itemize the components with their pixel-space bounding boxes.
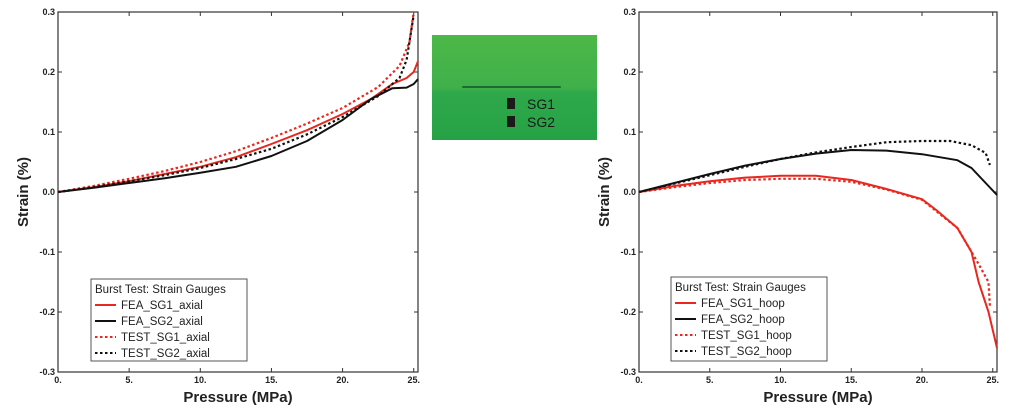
x-tick-label: 15. xyxy=(265,375,278,385)
legend-entry: FEA_SG1_axial xyxy=(121,300,203,312)
series-line-fea-sg1-axial xyxy=(57,60,419,193)
y-tick-label: 0.1 xyxy=(42,127,55,137)
series-line-test-sg1-hoop xyxy=(638,177,991,307)
series-line-test-sg1-axial xyxy=(57,11,415,194)
y-tick-label: -0.3 xyxy=(39,367,55,377)
y-tick-label: -0.1 xyxy=(620,247,636,257)
y-tick-label: 0.0 xyxy=(623,187,636,197)
x-axis-label: Pressure (MPa) xyxy=(183,389,292,406)
legend-box xyxy=(90,278,248,362)
y-tick-label: 0.3 xyxy=(42,7,55,17)
hoop-strain-chart: 0. 5. 10. 15. 20. 25. 0.3 0.2 0.1 0.0 -0.1 -0.2 -0.3… xyxy=(596,7,999,406)
y-axis-label: Strain (%) xyxy=(596,157,613,227)
legend-entry: FEA_SG2_axial xyxy=(121,316,203,328)
legend-entry: TEST_SG1_hoop xyxy=(701,330,792,342)
x-tick-label: 10. xyxy=(194,375,207,385)
series-line-test-sg2-axial xyxy=(57,14,415,194)
x-tick-label: 25. xyxy=(407,375,420,385)
y-tick-label: 0.2 xyxy=(42,67,55,77)
y-tick-label: -0.3 xyxy=(620,367,636,377)
x-tick-label: 20. xyxy=(916,375,929,385)
y-tick-label: 0.0 xyxy=(42,187,55,197)
y-tick-label: -0.1 xyxy=(39,247,55,257)
x-tick-label: 20. xyxy=(336,375,349,385)
y-tick-label: -0.2 xyxy=(620,307,636,317)
x-tick-label: 10. xyxy=(774,375,787,385)
x-tick-label: 5. xyxy=(125,375,133,385)
legend-entry: TEST_SG2_hoop xyxy=(701,346,792,358)
x-tick-label: 0. xyxy=(635,375,643,385)
legend-title: Burst Test: Strain Gauges xyxy=(95,284,226,296)
legend-entry: TEST_SG2_axial xyxy=(121,348,210,360)
y-tick-label: 0.3 xyxy=(623,7,636,17)
sg1-marker xyxy=(507,98,515,109)
y-tick-label: 0.1 xyxy=(623,127,636,137)
sg1-label: SG1 xyxy=(527,96,555,112)
legend-entry: FEA_SG2_hoop xyxy=(701,314,785,326)
series-line-fea-sg1-hoop xyxy=(638,174,998,349)
series-line-test-sg2-hoop xyxy=(638,139,991,194)
x-tick-label: 25. xyxy=(986,375,999,385)
legend-entry: TEST_SG1_axial xyxy=(121,332,210,344)
y-tick-label: -0.2 xyxy=(39,307,55,317)
strain-gauge-inset: SG1 SG2 xyxy=(432,35,597,140)
sg2-marker xyxy=(507,116,515,127)
legend: Burst Test: Strain Gauges FEA_SG1_axial FE… xyxy=(90,278,248,362)
x-tick-label: 15. xyxy=(845,375,858,385)
legend-entry: FEA_SG1_hoop xyxy=(701,298,785,310)
x-axis-label: Pressure (MPa) xyxy=(763,389,872,406)
x-tick-label: 0. xyxy=(54,375,62,385)
axial-strain-chart: 0. 5. 10. 15. 20. 25. 0.3 0.2 0.1 0.0 -0.1 -0.2 -0.3… xyxy=(15,7,420,406)
series-line-fea-sg2-axial xyxy=(57,78,419,193)
x-tick-label: 5. xyxy=(706,375,714,385)
legend-box xyxy=(670,276,828,362)
legend: Burst Test: Strain Gauges FEA_SG1_hoop FEA… xyxy=(670,276,828,362)
sg2-label: SG2 xyxy=(527,114,555,130)
y-tick-label: 0.2 xyxy=(623,67,636,77)
y-axis-label: Strain (%) xyxy=(15,157,32,227)
legend-title: Burst Test: Strain Gauges xyxy=(675,282,806,294)
